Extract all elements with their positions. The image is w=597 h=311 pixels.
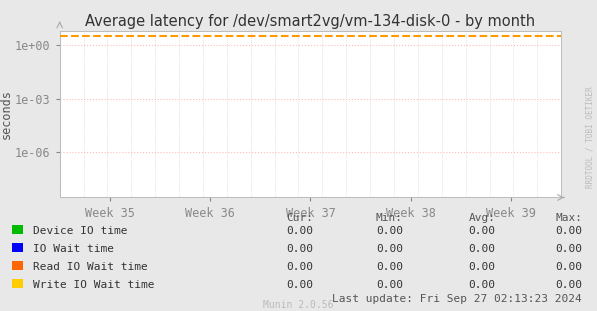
Text: 0.00: 0.00 [287,244,313,254]
Text: Avg:: Avg: [469,213,496,223]
Text: IO Wait time: IO Wait time [33,244,114,254]
Text: Munin 2.0.56: Munin 2.0.56 [263,300,334,310]
Title: Average latency for /dev/smart2vg/vm-134-disk-0 - by month: Average latency for /dev/smart2vg/vm-134… [85,14,536,29]
Text: 0.00: 0.00 [376,226,403,236]
Y-axis label: seconds: seconds [0,89,13,139]
Text: 0.00: 0.00 [376,280,403,290]
Text: 0.00: 0.00 [287,280,313,290]
Text: 0.00: 0.00 [555,244,582,254]
Text: 0.00: 0.00 [287,226,313,236]
Text: 0.00: 0.00 [555,226,582,236]
Text: 0.00: 0.00 [469,280,496,290]
Text: Device IO time: Device IO time [33,226,127,236]
Text: 0.00: 0.00 [469,226,496,236]
Text: 0.00: 0.00 [287,262,313,272]
Text: 0.00: 0.00 [469,262,496,272]
Text: 0.00: 0.00 [376,262,403,272]
Text: Write IO Wait time: Write IO Wait time [33,280,155,290]
Text: Last update: Fri Sep 27 02:13:23 2024: Last update: Fri Sep 27 02:13:23 2024 [333,294,582,304]
Text: Read IO Wait time: Read IO Wait time [33,262,147,272]
Text: Cur:: Cur: [287,213,313,223]
Text: 0.00: 0.00 [376,244,403,254]
Text: 0.00: 0.00 [469,244,496,254]
Text: 0.00: 0.00 [555,280,582,290]
Text: RRDTOOL / TOBI OETIKER: RRDTOOL / TOBI OETIKER [585,86,594,188]
Text: 0.00: 0.00 [555,262,582,272]
Text: Max:: Max: [555,213,582,223]
Text: Min:: Min: [376,213,403,223]
